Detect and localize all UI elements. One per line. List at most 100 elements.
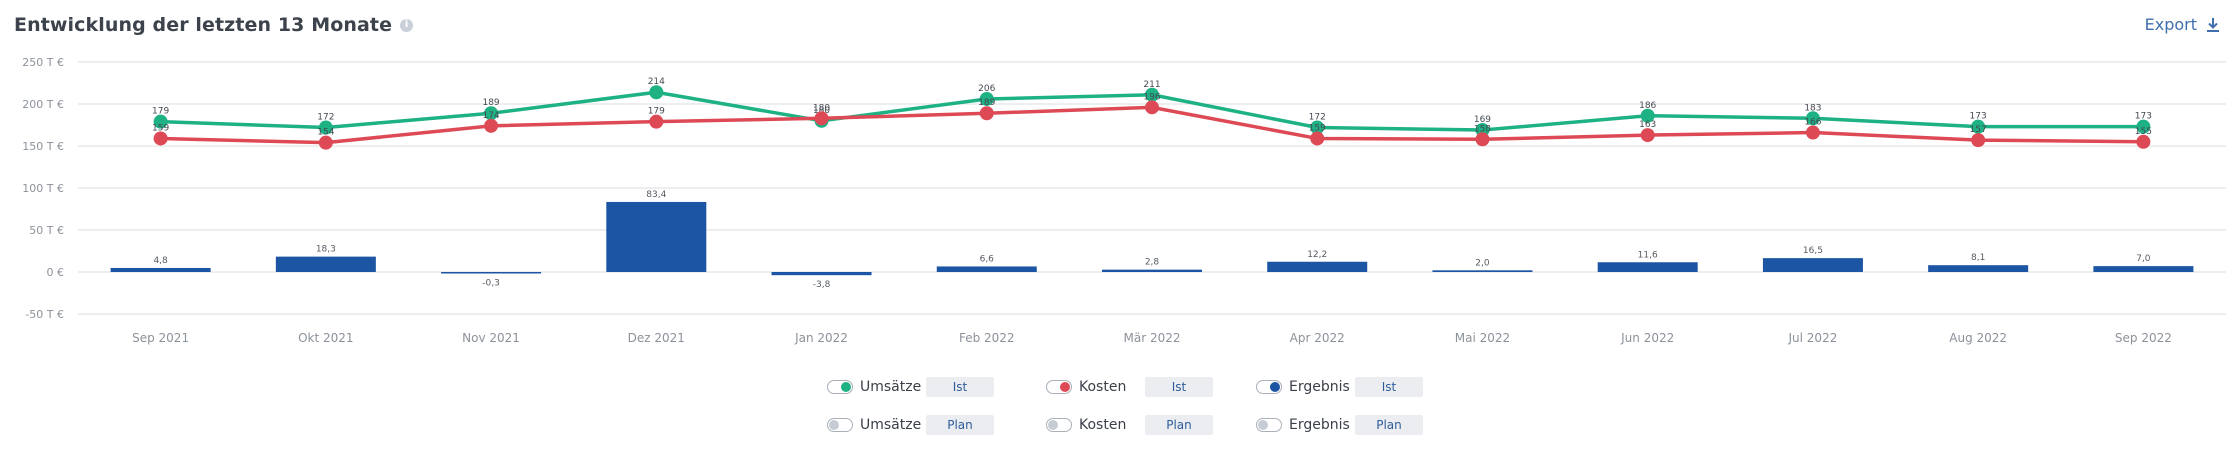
ergebnis-bar-label: -0,3 (482, 279, 500, 289)
y-tick-label: 0 € (47, 266, 65, 279)
ergebnis-bar-label: 2,0 (1475, 258, 1490, 268)
ergebnis-bar-label: 6,6 (980, 254, 995, 264)
kosten-point (1145, 100, 1159, 115)
kosten-value-label: 154 (317, 128, 334, 138)
kosten-point (1475, 132, 1490, 147)
x-tick-label: Mär 2022 (1124, 331, 1181, 345)
toggle-knob (829, 420, 839, 430)
umsaetze-point (1145, 87, 1159, 102)
umsaetze-value-label: 172 (1309, 113, 1326, 123)
legend-tag[interactable]: Plan (926, 415, 994, 435)
y-tick-label: -50 T € (25, 308, 64, 321)
x-tick-label: Mai 2022 (1455, 331, 1510, 345)
y-tick-label: 200 T € (22, 98, 64, 111)
ergebnis-bar (1928, 265, 2029, 272)
kosten-point (318, 135, 333, 150)
kosten-point (2136, 134, 2151, 149)
toggle-knob (1048, 420, 1058, 430)
kosten-value-label: 174 (482, 111, 499, 121)
x-tick-label: Jan 2022 (794, 331, 848, 345)
ergebnis-bar-label: 4,8 (153, 256, 168, 266)
umsaetze-point (1640, 108, 1655, 123)
kosten-value-label: 180 (813, 103, 830, 113)
umsaetze-value-label: 179 (152, 107, 169, 117)
y-tick-label: 50 T € (29, 224, 64, 237)
kosten-point (1310, 131, 1325, 146)
umsaetze-value-label: 169 (1474, 115, 1491, 125)
legend-tag[interactable]: Ist (926, 377, 994, 397)
x-tick-label: Aug 2022 (1949, 331, 2007, 345)
legend-tag[interactable]: Ist (1145, 377, 1213, 397)
kosten-point (979, 106, 994, 121)
ergebnis-bar-label: 83,4 (646, 190, 666, 200)
legend-tag[interactable]: Plan (1355, 415, 1423, 435)
ergebnis-bar (441, 272, 542, 274)
umsaetze-point (153, 114, 168, 129)
legend-tag[interactable]: Plan (1145, 415, 1213, 435)
kosten-value-label: 166 (1804, 118, 1821, 128)
x-tick-label: Feb 2022 (959, 331, 1015, 345)
legend-item-umsaetze-ist[interactable]: Umsätze Ist (827, 377, 994, 397)
kosten-point (153, 131, 168, 146)
toggle-switch[interactable] (1046, 418, 1072, 432)
ergebnis-bar (771, 272, 872, 276)
ergebnis-bar (275, 256, 376, 272)
y-tick-label: 250 T € (22, 56, 64, 69)
chart-area: 250 T € 200 T € 150 T € 100 T € 50 T € 0 € -50… (22, 56, 2226, 345)
ergebnis-bar (1597, 262, 1698, 272)
info-icon[interactable]: i (400, 18, 414, 32)
chart-title: Entwicklung der letzten 13 Monate (14, 14, 393, 36)
legend-item-ergebnis-ist[interactable]: Ergebnis Ist (1256, 377, 1423, 397)
legend-label: Umsätze (860, 417, 922, 433)
umsaetze-value-label: 186 (1639, 101, 1656, 111)
kosten-point (1971, 133, 1986, 148)
ergebnis-bar-label: 16,5 (1803, 246, 1823, 256)
legend-label: Kosten (1079, 417, 1127, 433)
legend-item-umsaetze-plan[interactable]: Umsätze Plan (827, 415, 994, 435)
umsaetze-point (1805, 111, 1820, 126)
kosten-point (649, 114, 664, 129)
x-tick-label: Okt 2021 (298, 331, 353, 345)
toggle-knob (1270, 382, 1280, 392)
ergebnis-bar (606, 201, 707, 272)
toggle-knob (1060, 382, 1070, 392)
kosten-point (1805, 125, 1820, 140)
umsaetze-value-label: 189 (482, 98, 499, 108)
legend-item-ergebnis-plan[interactable]: Ergebnis Plan (1256, 415, 1423, 435)
umsaetze-point (649, 85, 664, 100)
umsaetze-point (1971, 119, 1986, 134)
umsaetze-point (2136, 119, 2151, 134)
x-tick-label: Nov 2021 (462, 331, 520, 345)
umsaetze-point (1310, 120, 1325, 135)
kosten-value-label: 196 (1143, 92, 1160, 102)
legend-item-kosten-ist[interactable]: Kosten Ist (1046, 377, 1213, 397)
umsaetze-point (979, 91, 994, 106)
kosten-value-label: 189 (978, 98, 995, 108)
toggle-switch[interactable] (1256, 380, 1282, 394)
kosten-point (814, 111, 829, 126)
umsaetze-value-label: 172 (317, 113, 334, 123)
umsaetze-value-label: 183 (1804, 103, 1821, 113)
x-tick-label: Sep 2021 (132, 331, 189, 345)
toggle-switch[interactable] (1256, 418, 1282, 432)
legend-tag[interactable]: Ist (1355, 377, 1423, 397)
export-button[interactable]: Export (2145, 15, 2221, 34)
kosten-value-label: 179 (648, 107, 665, 117)
y-tick-label: 150 T € (22, 140, 64, 153)
toggle-switch[interactable] (827, 418, 853, 432)
ergebnis-bar (936, 266, 1037, 272)
kosten-point (484, 118, 499, 133)
legend-label: Umsätze (860, 379, 922, 395)
export-label: Export (2144, 15, 2197, 34)
kosten-value-label: 159 (152, 123, 169, 133)
umsaetze-value-label: 206 (978, 84, 995, 94)
toggle-switch[interactable] (827, 380, 853, 394)
x-tick-label: Jul 2022 (1788, 331, 1838, 345)
legend-item-kosten-plan[interactable]: Kosten Plan (1046, 415, 1213, 435)
toggle-switch[interactable] (1046, 380, 1072, 394)
kosten-value-label: 155 (2135, 127, 2152, 137)
ergebnis-bar (1102, 269, 1202, 272)
ergebnis-bar-label: 8,1 (1971, 253, 1985, 263)
x-tick-label: Sep 2022 (2115, 331, 2172, 345)
ergebnis-bar (1432, 270, 1533, 272)
